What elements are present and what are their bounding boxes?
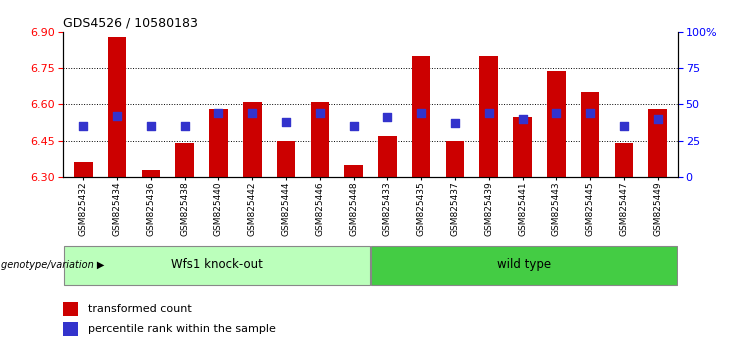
Point — [652, 116, 664, 122]
Bar — [209, 109, 227, 177]
Bar — [614, 143, 634, 177]
Bar — [107, 37, 127, 177]
FancyBboxPatch shape — [64, 246, 370, 285]
Point — [348, 124, 359, 129]
Text: genotype/variation ▶: genotype/variation ▶ — [1, 259, 104, 270]
Bar — [378, 136, 396, 177]
Bar — [581, 92, 599, 177]
Point — [516, 116, 528, 122]
Bar — [63, 322, 79, 336]
Bar — [176, 143, 194, 177]
Text: percentile rank within the sample: percentile rank within the sample — [87, 324, 276, 334]
FancyBboxPatch shape — [371, 246, 677, 285]
Point — [382, 115, 393, 120]
Point — [77, 124, 89, 129]
Bar — [479, 56, 498, 177]
Point — [280, 119, 292, 125]
Point — [415, 110, 427, 116]
Bar — [142, 170, 160, 177]
Point — [618, 124, 630, 129]
Text: GDS4526 / 10580183: GDS4526 / 10580183 — [63, 16, 198, 29]
Bar — [648, 109, 667, 177]
Bar — [63, 302, 79, 316]
Bar — [547, 70, 565, 177]
Point — [584, 110, 596, 116]
Bar — [243, 102, 262, 177]
Bar — [514, 116, 532, 177]
Text: Wfs1 knock-out: Wfs1 knock-out — [171, 258, 262, 271]
Bar — [412, 56, 431, 177]
Point — [179, 124, 190, 129]
Point — [449, 120, 461, 126]
Point — [551, 110, 562, 116]
Bar — [74, 162, 93, 177]
Text: transformed count: transformed count — [87, 304, 191, 314]
Bar — [310, 102, 329, 177]
Point — [483, 110, 495, 116]
Point — [145, 124, 157, 129]
Point — [314, 110, 326, 116]
Bar — [445, 141, 465, 177]
Point — [111, 113, 123, 119]
Bar — [276, 141, 296, 177]
Point — [246, 110, 258, 116]
Point — [213, 110, 225, 116]
Bar — [345, 165, 363, 177]
Text: wild type: wild type — [497, 258, 551, 271]
